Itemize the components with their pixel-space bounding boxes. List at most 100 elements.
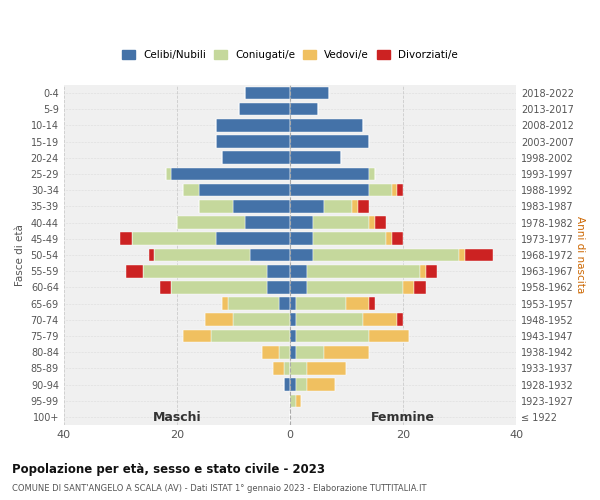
Bar	[307, 265, 420, 278]
Bar	[211, 330, 290, 342]
Text: Femmine: Femmine	[371, 412, 435, 424]
Bar	[313, 248, 460, 262]
Bar	[245, 216, 290, 229]
Bar	[284, 362, 290, 374]
Bar	[369, 184, 392, 196]
Bar	[149, 248, 154, 262]
Bar	[296, 314, 364, 326]
Bar	[160, 281, 171, 293]
Bar	[267, 281, 290, 293]
Bar	[284, 378, 290, 391]
Bar	[352, 200, 358, 212]
Bar	[296, 378, 307, 391]
Bar	[369, 168, 375, 180]
Bar	[217, 135, 290, 148]
Bar	[290, 200, 324, 212]
Bar	[278, 346, 290, 358]
Bar	[233, 314, 290, 326]
Bar	[290, 281, 307, 293]
Bar	[290, 216, 313, 229]
Bar	[199, 200, 233, 212]
Legend: Celibi/Nubili, Coniugati/e, Vedovi/e, Divorziati/e: Celibi/Nubili, Coniugati/e, Vedovi/e, Di…	[118, 46, 462, 64]
Bar	[420, 265, 425, 278]
Bar	[290, 86, 329, 100]
Bar	[460, 248, 465, 262]
Bar	[182, 184, 199, 196]
Bar	[154, 248, 250, 262]
Bar	[313, 232, 386, 245]
Bar	[228, 298, 278, 310]
Bar	[369, 298, 375, 310]
Bar	[267, 265, 290, 278]
Bar	[126, 265, 143, 278]
Bar	[273, 362, 284, 374]
Bar	[364, 314, 397, 326]
Bar	[278, 298, 290, 310]
Bar	[290, 248, 313, 262]
Bar	[307, 378, 335, 391]
Bar	[290, 362, 307, 374]
Bar	[324, 346, 369, 358]
Text: Popolazione per età, sesso e stato civile - 2023: Popolazione per età, sesso e stato civil…	[12, 462, 325, 475]
Bar	[121, 232, 131, 245]
Bar	[143, 265, 267, 278]
Bar	[290, 298, 296, 310]
Bar	[375, 216, 386, 229]
Bar	[222, 152, 290, 164]
Bar	[245, 86, 290, 100]
Y-axis label: Fasce di età: Fasce di età	[15, 224, 25, 286]
Bar	[296, 394, 301, 407]
Bar	[397, 314, 403, 326]
Bar	[290, 314, 296, 326]
Bar	[358, 200, 369, 212]
Bar	[177, 216, 245, 229]
Y-axis label: Anni di nascita: Anni di nascita	[575, 216, 585, 294]
Bar	[307, 281, 403, 293]
Bar	[171, 168, 290, 180]
Bar	[290, 168, 369, 180]
Bar	[290, 330, 296, 342]
Bar	[296, 330, 369, 342]
Bar	[182, 330, 211, 342]
Bar	[369, 216, 375, 229]
Bar	[217, 232, 290, 245]
Bar	[290, 184, 369, 196]
Bar	[392, 184, 397, 196]
Bar	[346, 298, 369, 310]
Bar	[324, 200, 352, 212]
Bar	[290, 394, 296, 407]
Bar	[262, 346, 278, 358]
Bar	[233, 200, 290, 212]
Bar	[239, 103, 290, 116]
Text: Maschi: Maschi	[152, 412, 201, 424]
Bar	[166, 168, 171, 180]
Bar	[313, 216, 369, 229]
Bar	[290, 232, 313, 245]
Bar	[222, 298, 228, 310]
Bar	[131, 232, 217, 245]
Bar	[414, 281, 425, 293]
Bar	[171, 281, 267, 293]
Bar	[307, 362, 346, 374]
Bar	[290, 265, 307, 278]
Bar	[296, 346, 324, 358]
Bar	[250, 248, 290, 262]
Bar	[290, 378, 296, 391]
Bar	[290, 135, 369, 148]
Bar	[290, 119, 364, 132]
Bar	[217, 119, 290, 132]
Text: COMUNE DI SANT'ANGELO A SCALA (AV) - Dati ISTAT 1° gennaio 2023 - Elaborazione T: COMUNE DI SANT'ANGELO A SCALA (AV) - Dat…	[12, 484, 427, 493]
Bar	[205, 314, 233, 326]
Bar	[465, 248, 493, 262]
Bar	[397, 184, 403, 196]
Bar	[296, 298, 346, 310]
Bar	[369, 330, 409, 342]
Bar	[199, 184, 290, 196]
Bar	[425, 265, 437, 278]
Bar	[386, 232, 392, 245]
Bar	[290, 346, 296, 358]
Bar	[290, 103, 318, 116]
Bar	[392, 232, 403, 245]
Bar	[403, 281, 414, 293]
Bar	[290, 152, 341, 164]
